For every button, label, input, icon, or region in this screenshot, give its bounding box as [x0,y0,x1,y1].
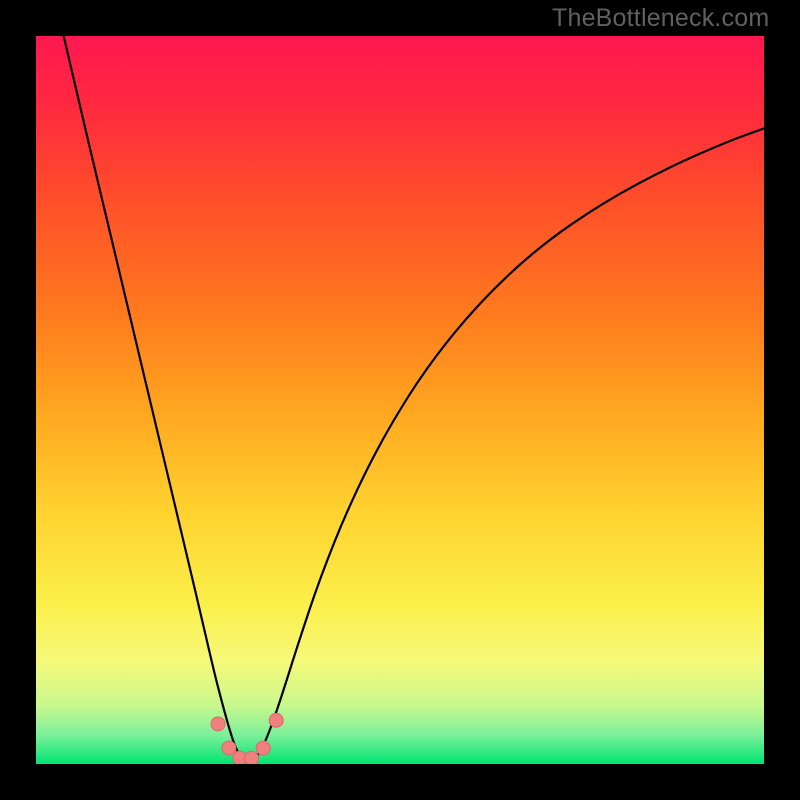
data-marker [256,741,270,755]
data-marker [222,741,236,755]
watermark-text: TheBottleneck.com [552,4,769,33]
data-marker [211,717,225,731]
gradient-background [36,36,764,764]
plot-area [36,36,764,764]
plot-svg [36,36,764,764]
data-marker [244,751,258,764]
data-marker [269,713,283,727]
